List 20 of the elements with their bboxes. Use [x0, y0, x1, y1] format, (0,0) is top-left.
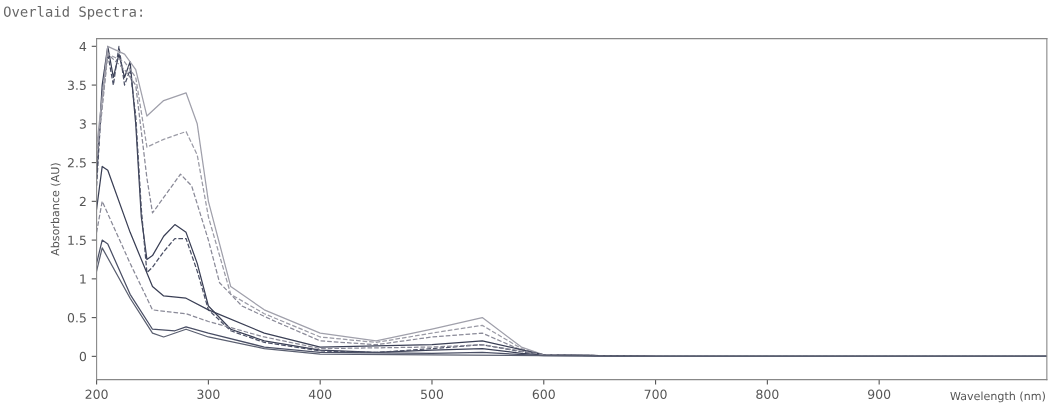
x-axis-title: Wavelength (nm) — [950, 391, 1045, 403]
y-tick-label: 1.5 — [68, 235, 86, 246]
y-axis-title: Absorbance (AU) — [50, 163, 61, 256]
x-tick-label: 900 — [868, 389, 891, 400]
y-tick-label: 2.5 — [67, 158, 86, 168]
y-tick-label: 2 — [79, 196, 86, 207]
chart-title: Overlaid Spectra: — [3, 6, 142, 20]
x-tick-label: 700 — [644, 389, 667, 400]
x-tick-label: 200 — [85, 389, 108, 400]
x-tick-label: 400 — [308, 389, 332, 400]
y-tick-label: 4 — [79, 41, 87, 52]
y-tick-label: 0.5 — [67, 313, 86, 323]
x-tick-label: 600 — [532, 389, 555, 400]
x-tick-label: 300 — [197, 389, 220, 400]
y-tick-label: 3.5 — [67, 80, 86, 90]
y-tick-label: 1 — [80, 274, 86, 284]
y-tick-label: 3 — [79, 119, 86, 129]
x-tick-label: 500 — [421, 389, 444, 400]
y-tick-label: 0 — [79, 351, 87, 362]
x-tick-label: 800 — [756, 389, 779, 400]
